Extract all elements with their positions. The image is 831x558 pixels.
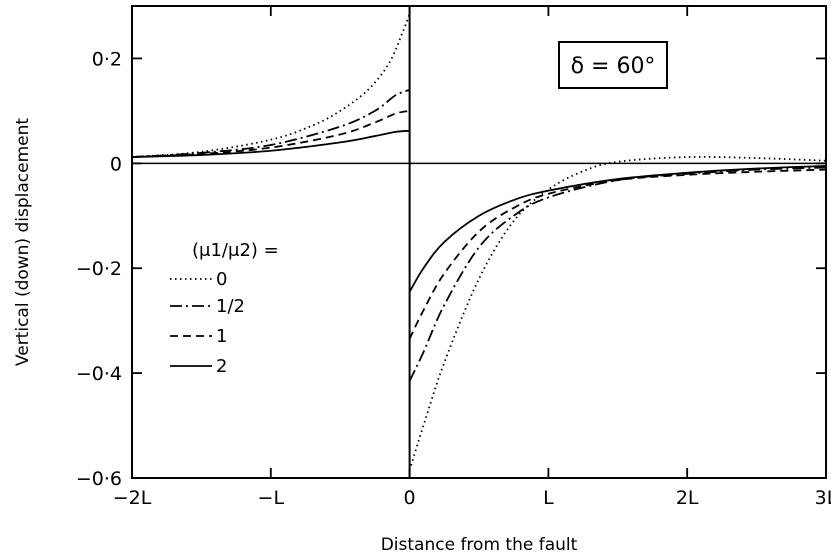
x-tick-label: L [543, 487, 554, 509]
legend-label: 0 [216, 269, 227, 290]
y-tick-label: 0·2 [92, 48, 122, 70]
legend-label: 1/2 [216, 296, 245, 317]
legend-label: 1 [216, 326, 227, 347]
y-tick-label: −0·6 [76, 468, 122, 490]
y-tick-label: 0 [110, 153, 122, 175]
series-line-left [131, 129, 410, 158]
series-line-right [408, 165, 827, 293]
x-tick-label: 2L [676, 487, 699, 509]
y-tick-label: −0·4 [76, 363, 122, 385]
plot-area-frame [131, 5, 827, 479]
series-line-right [408, 166, 827, 382]
x-tick-label: 0 [404, 487, 416, 509]
x-tick-label: −L [258, 487, 285, 509]
annotation-box [558, 41, 668, 89]
series-line-left [131, 110, 410, 158]
y-axis-title: Vertical (down) displacement [13, 118, 33, 366]
x-axis-title: Distance from the fault [381, 535, 578, 555]
x-tick-label: −2L [113, 487, 152, 509]
series-line-right [408, 168, 827, 340]
series-line-left [131, 89, 410, 158]
series-line-right [408, 155, 827, 471]
annotation-text: δ = 60° [571, 54, 656, 79]
legend-title: (μ1/μ2) = [192, 240, 279, 261]
legend-label: 2 [216, 356, 227, 377]
series-line-left [131, 13, 411, 158]
y-tick-label: −0·2 [76, 258, 122, 280]
x-tick-label: 3L [815, 487, 831, 509]
